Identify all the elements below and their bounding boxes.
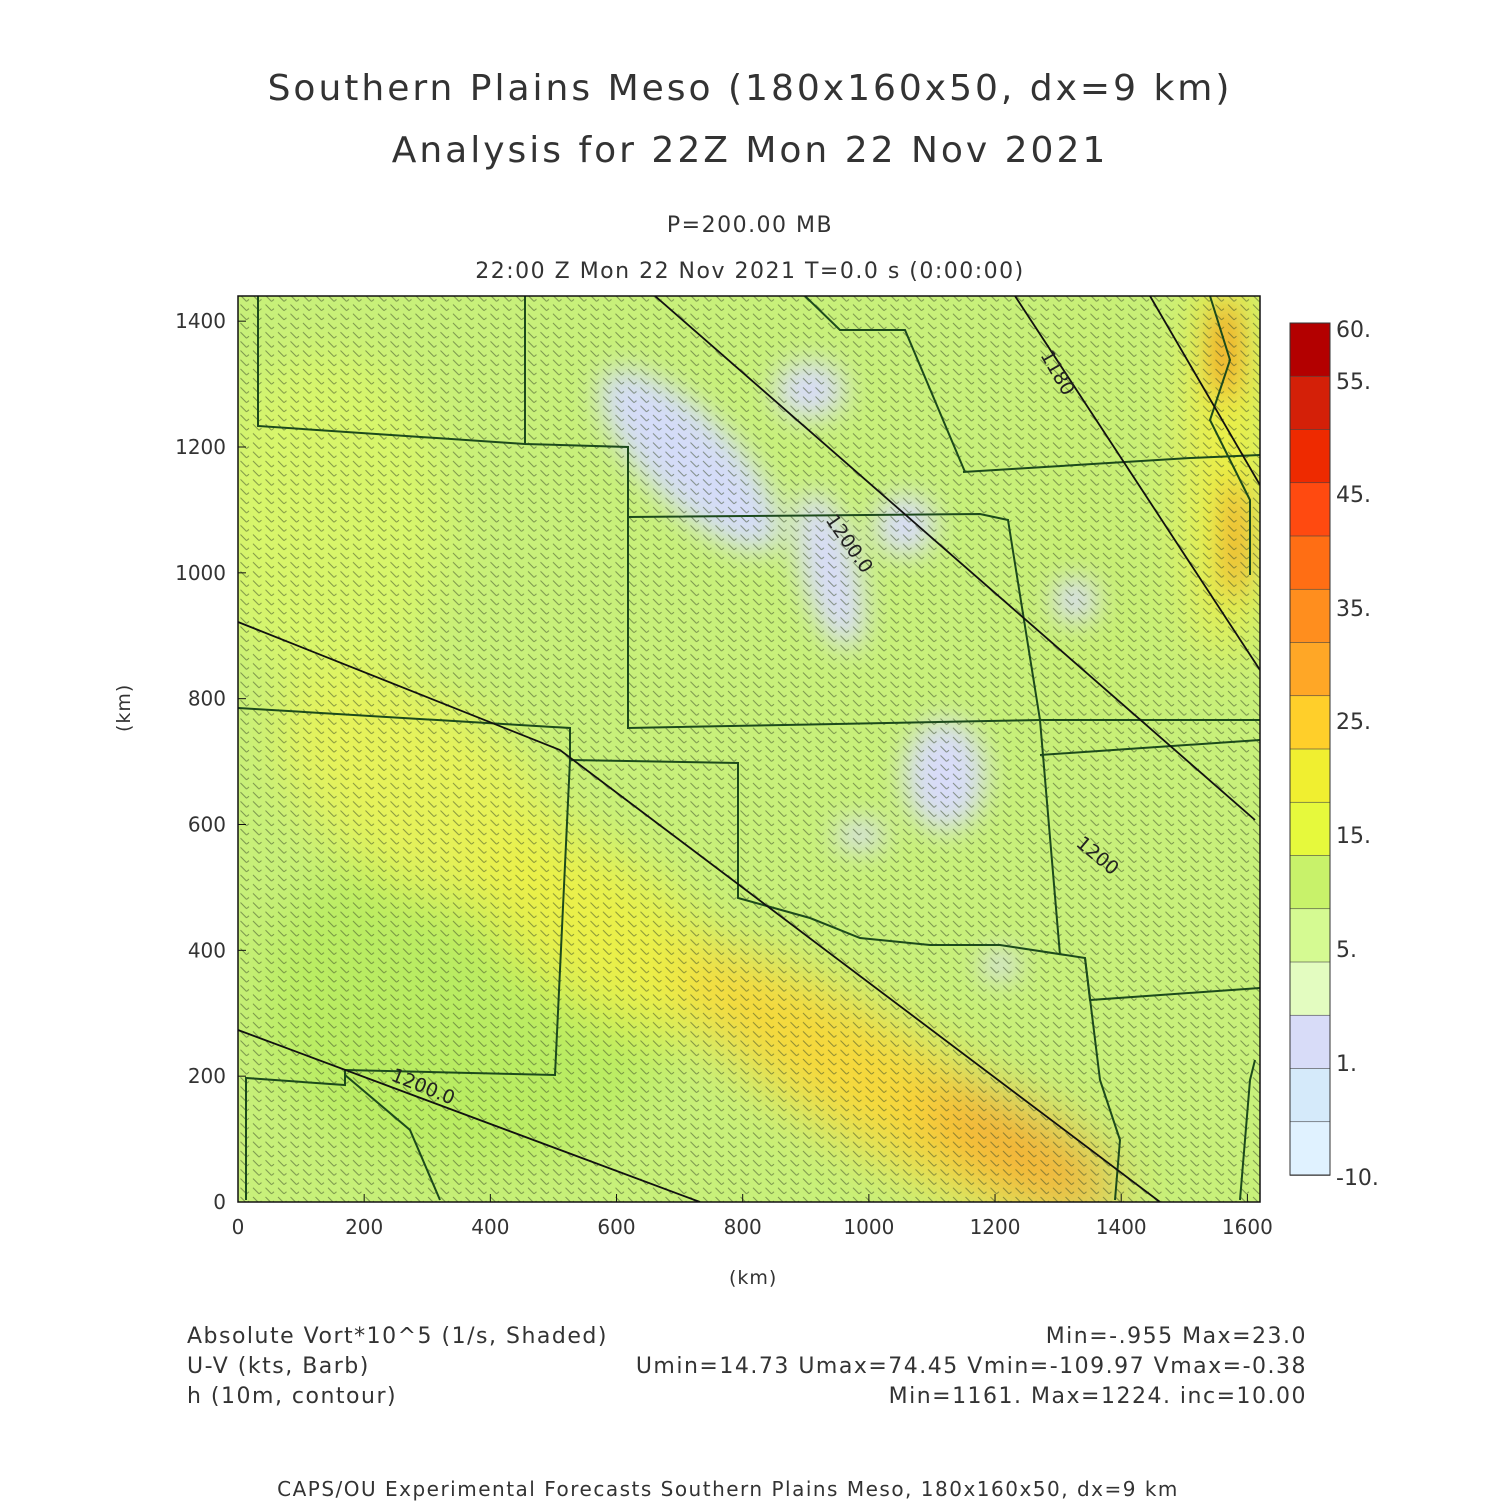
x-tick-label: 1400 [1096,1215,1147,1239]
y-axis: 0 200 400 600 800 1000 1200 1400 [175,309,246,1214]
wind-barbs [238,296,1260,1202]
colorbar-swatch [1289,642,1331,697]
y-axis-label: (km) [113,683,135,732]
y-tick-label: 1400 [175,309,226,333]
colorbar-swatch [1289,429,1331,484]
x-tick-label: 200 [345,1215,383,1239]
plot-frame [237,295,1261,1203]
colorbar-label: 25. [1336,710,1371,735]
colorbar-swatch [1289,801,1331,857]
colorbar-swatch [1289,588,1331,644]
colorbar-swatch [1289,1068,1331,1123]
y-tick-label: 1200 [175,435,226,459]
y-tick-label: 0 [213,1190,226,1214]
colorbar-label: 35. [1336,597,1371,622]
x-tick-label: 400 [471,1215,509,1239]
footer-credit: CAPS/OU Experimental Forecasts Southern … [277,1477,1179,1501]
height-contours [238,296,1260,1202]
colorbar-swatch [1289,322,1331,378]
colorbar: 60. 55. 45. 35. 25. 15. 5. 1. -10. [1289,318,1379,1191]
state-boundaries [238,296,1260,1201]
colorbar-frame [1289,322,1331,1176]
pressure-level: P=200.00 MB [666,213,834,238]
colorbar-label: 60. [1336,318,1371,343]
y-tick-label: 200 [188,1064,226,1088]
colorbar-swatch [1289,482,1331,537]
colorbar-swatch [1289,535,1331,591]
colorbar-label: 55. [1336,370,1371,395]
colorbar-label: 45. [1336,483,1371,508]
colorbar-swatch [1289,961,1331,1017]
x-tick-label: 1600 [1222,1215,1273,1239]
x-tick-label: 0 [232,1215,245,1239]
colorbar-swatch [1289,908,1331,963]
colorbar-label: -10. [1336,1166,1379,1191]
colorbar-label: 15. [1336,824,1371,849]
colorbar-label: 5. [1336,938,1357,963]
map-field [238,296,1260,1202]
x-tick-label: 600 [597,1215,635,1239]
legend-vorticity-stats: Min=-.955 Max=23.0 [1045,1324,1307,1349]
colorbar-swatch [1289,855,1331,910]
title-line-1: Southern Plains Meso (180x160x50, dx=9 k… [267,68,1233,109]
colorbar-swatch [1289,375,1331,431]
valid-time: 22:00 Z Mon 22 Nov 2021 T=0.0 s (0:00:00… [475,259,1025,284]
colorbar-label: 1. [1336,1052,1357,1077]
y-tick-label: 1000 [175,561,226,585]
legend-wind-stats: Umin=14.73 Umax=74.45 Vmin=-109.97 Vmax=… [635,1354,1307,1379]
legend-wind: U-V (kts, Barb) [187,1354,370,1379]
legend-vorticity: Absolute Vort*10^5 (1/s, Shaded) [187,1324,608,1349]
y-tick-label: 400 [188,938,226,962]
x-axis-label: (km) [729,1267,778,1289]
legend-height: h (10m, contour) [187,1384,398,1409]
legend-height-stats: Min=1161. Max=1224. inc=10.00 [888,1384,1307,1409]
y-tick-label: 800 [188,687,226,711]
colorbar-swatch [1289,695,1331,750]
colorbar-swatch [1289,1121,1331,1176]
x-tick-label: 1200 [970,1215,1021,1239]
x-tick-label: 1000 [843,1215,894,1239]
x-axis: 0 200 400 600 800 1000 1200 1400 1600 [232,1194,1273,1239]
y-tick-label: 600 [188,813,226,837]
colorbar-swatch [1289,1014,1331,1070]
colorbar-swatch [1289,748,1331,804]
title-line-2: Analysis for 22Z Mon 22 Nov 2021 [391,130,1109,171]
x-tick-label: 800 [724,1215,762,1239]
